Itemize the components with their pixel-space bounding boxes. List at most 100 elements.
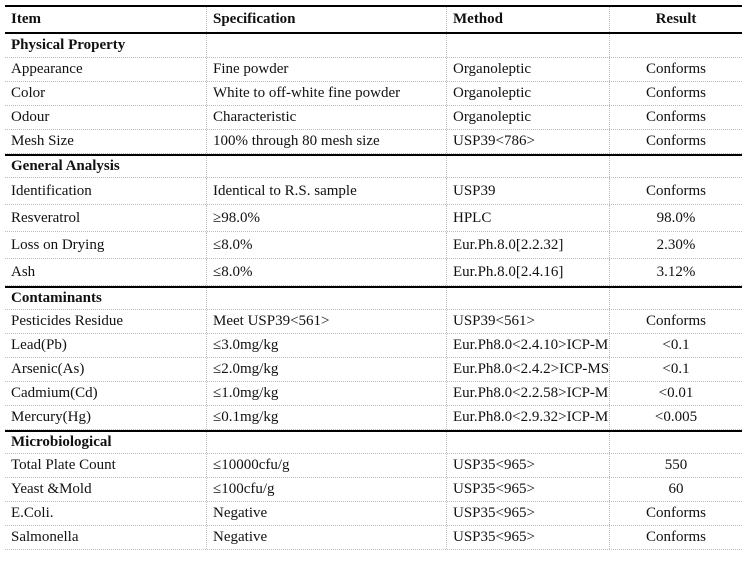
data-row: Loss on Drying ≤8.0% Eur.Ph.8.0[2.2.32] 2.3… — [5, 232, 742, 259]
empty-cell — [207, 156, 447, 177]
cell: Conforms — [646, 61, 706, 77]
data-row: Odour Characteristic Organoleptic Conforms — [5, 106, 742, 130]
section-title: Microbiological — [5, 432, 207, 453]
cell: <0.005 — [654, 409, 698, 425]
cell: ≤1.0mg/kg — [207, 382, 447, 405]
cell: Conforms — [646, 85, 706, 101]
data-row: Salmonella Negative USP35<965> Conforms — [5, 526, 742, 550]
cell: Organoleptic — [447, 106, 610, 129]
cell: Yeast &Mold — [5, 478, 207, 501]
header-cell: Method — [447, 7, 610, 32]
cell: Fine powder — [207, 58, 447, 81]
section-row: General Analysis — [5, 154, 742, 178]
data-row: Resveratrol ≥98.0% HPLC 98.0% — [5, 205, 742, 232]
empty-cell — [207, 34, 447, 57]
cell: USP35<965> — [447, 526, 610, 549]
data-row: Identification Identical to R.S. sample US… — [5, 178, 742, 205]
spec-table: Item Specification Method Result Physical Pr… — [5, 5, 742, 550]
cell: Negative — [207, 502, 447, 525]
cell: Mesh Size — [5, 130, 207, 153]
cell: Conforms — [646, 182, 706, 199]
cell: 2.30% — [656, 236, 696, 253]
cell: Color — [5, 82, 207, 105]
header-cell: Specification — [207, 7, 447, 32]
cell: Salmonella — [5, 526, 207, 549]
cell: Loss on Drying — [5, 232, 207, 258]
cell: E.Coli. — [5, 502, 207, 525]
cell: USP35<965> — [447, 478, 610, 501]
empty-cell — [610, 432, 742, 453]
cell: <0.1 — [662, 337, 690, 353]
cell: 3.12% — [656, 263, 696, 280]
section-row: Physical Property — [5, 34, 742, 58]
cell: USP35<965> — [447, 502, 610, 525]
cell: Mercury(Hg) — [5, 406, 207, 429]
cell: Eur.Ph8.0<2.9.32>ICP-MS — [447, 406, 610, 429]
cell: Eur.Ph8.0<2.2.58>ICP-MS — [447, 382, 610, 405]
cell: Conforms — [646, 529, 706, 545]
cell: Resveratrol — [5, 205, 207, 231]
empty-cell — [207, 432, 447, 453]
data-row: Appearance Fine powder Organoleptic Conform… — [5, 58, 742, 82]
empty-cell — [447, 288, 610, 309]
cell: Cadmium(Cd) — [5, 382, 207, 405]
data-row: Mesh Size 100% through 80 mesh size USP39<… — [5, 130, 742, 154]
cell: ≤8.0% — [207, 259, 447, 285]
data-row: Color White to off-white fine powder Organ… — [5, 82, 742, 106]
cell: Identification — [5, 178, 207, 204]
cell: Arsenic(As) — [5, 358, 207, 381]
cell: Meet USP39<561> — [207, 310, 447, 333]
empty-cell — [447, 432, 610, 453]
header-row: Item Specification Method Result — [5, 7, 742, 34]
data-row: Pesticides Residue Meet USP39<561> USP39<5… — [5, 310, 742, 334]
section-title: Physical Property — [5, 34, 207, 57]
cell: Total Plate Count — [5, 454, 207, 477]
cell: Eur.Ph8.0<2.4.10>ICP-MS — [447, 334, 610, 357]
cell: Lead(Pb) — [5, 334, 207, 357]
cell: USP39<561> — [447, 310, 610, 333]
cell: Characteristic — [207, 106, 447, 129]
empty-cell — [610, 288, 742, 309]
header-cell: Item — [5, 7, 207, 32]
cell: ≤8.0% — [207, 232, 447, 258]
empty-cell — [447, 34, 610, 57]
cell: Identical to R.S. sample — [207, 178, 447, 204]
data-row: Lead(Pb) ≤3.0mg/kg Eur.Ph8.0<2.4.10>ICP-MS… — [5, 334, 742, 358]
section-row: Contaminants — [5, 286, 742, 310]
cell: ≤10000cfu/g — [207, 454, 447, 477]
cell: Conforms — [646, 133, 706, 149]
data-row: Total Plate Count ≤10000cfu/g USP35<965> 55… — [5, 454, 742, 478]
cell: 60 — [668, 481, 684, 497]
data-row: Arsenic(As) ≤2.0mg/kg Eur.Ph8.0<2.4.2>ICP-… — [5, 358, 742, 382]
cell: ≥98.0% — [207, 205, 447, 231]
cell: 98.0% — [656, 209, 696, 226]
cell: HPLC — [447, 205, 610, 231]
cell: <0.1 — [662, 361, 690, 377]
cell: Eur.Ph.8.0[2.4.16] — [447, 259, 610, 285]
data-row: Ash ≤8.0% Eur.Ph.8.0[2.4.16] 3.12% — [5, 259, 742, 286]
cell: Conforms — [646, 109, 706, 125]
data-row: Cadmium(Cd) ≤1.0mg/kg Eur.Ph8.0<2.2.58>ICP… — [5, 382, 742, 406]
cell: Organoleptic — [447, 82, 610, 105]
cell: USP35<965> — [447, 454, 610, 477]
section-title: Contaminants — [5, 288, 207, 309]
data-row: E.Coli. Negative USP35<965> Conforms — [5, 502, 742, 526]
empty-cell — [207, 288, 447, 309]
cell: Conforms — [646, 505, 706, 521]
header-cell: Result — [655, 11, 697, 27]
empty-cell — [610, 156, 742, 177]
cell: Eur.Ph8.0<2.4.2>ICP-MS — [447, 358, 610, 381]
cell: Organoleptic — [447, 58, 610, 81]
cell: Negative — [207, 526, 447, 549]
cell: Eur.Ph.8.0[2.2.32] — [447, 232, 610, 258]
cell: <0.01 — [658, 385, 694, 401]
cell: Odour — [5, 106, 207, 129]
cell: 100% through 80 mesh size — [207, 130, 447, 153]
cell: Appearance — [5, 58, 207, 81]
section-title: General Analysis — [5, 156, 207, 177]
empty-cell — [610, 34, 742, 57]
cell: ≤2.0mg/kg — [207, 358, 447, 381]
cell: USP39 — [447, 178, 610, 204]
cell: White to off-white fine powder — [207, 82, 447, 105]
